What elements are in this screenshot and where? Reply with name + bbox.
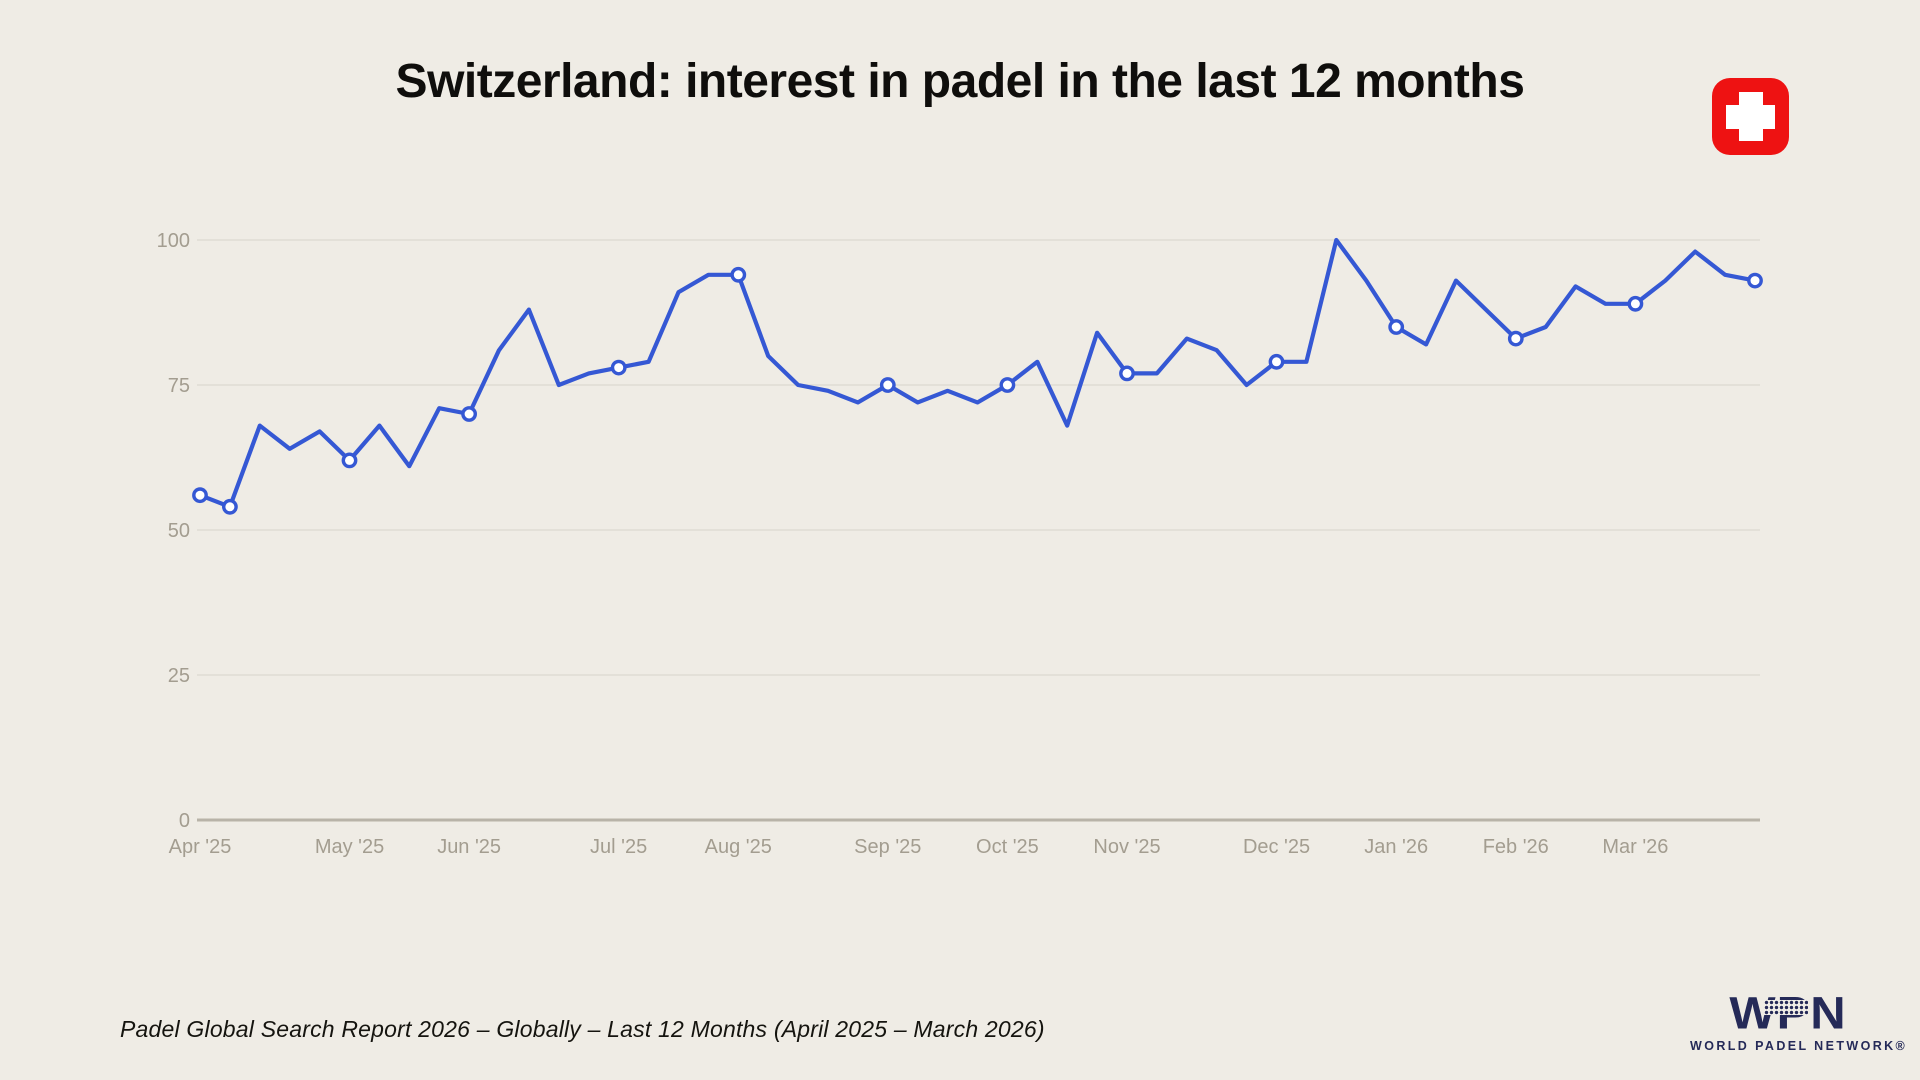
x-tick-label-may-25: May '25 [315, 836, 384, 858]
data-point-marker [1268, 353, 1285, 370]
data-point-marker [221, 498, 238, 515]
wpn-logo: WPN WORLD PADEL NETWORK® [1690, 991, 1908, 1054]
data-point-marker [341, 452, 358, 469]
switzerland-flag-icon [1712, 78, 1789, 155]
x-tick-label-jan-26: Jan '26 [1364, 836, 1428, 858]
data-point-marker [192, 487, 208, 504]
x-tick-label-apr-25: Apr '25 [169, 836, 232, 858]
source-note: Padel Global Search Report 2026 – Global… [120, 1016, 1045, 1042]
x-tick-label-sep-25: Sep '25 [854, 836, 921, 858]
trend-line [197, 237, 1758, 509]
x-tick-label-dec-25: Dec '25 [1243, 836, 1310, 858]
data-point-marker [1119, 365, 1135, 382]
y-tick-label-50: 50 [168, 520, 190, 542]
wpn-logo-dot-pattern [1764, 1000, 1808, 1015]
wpn-logo-subtitle: WORLD PADEL NETWORK® [1690, 1039, 1908, 1054]
x-tick-label-aug-25: Aug '25 [705, 836, 772, 858]
data-point-marker [1747, 272, 1763, 289]
y-tick-label-0: 0 [179, 810, 190, 832]
y-tick-label-75: 75 [168, 375, 190, 397]
data-point-marker [1507, 330, 1524, 347]
x-tick-label-mar-26: Mar '26 [1602, 836, 1668, 858]
page-title: Switzerland: interest in padel in the la… [395, 55, 1525, 108]
x-tick-label-jun-25: Jun '25 [437, 836, 501, 858]
y-tick-label-25: 25 [168, 665, 190, 687]
x-tick-label-nov-25: Nov '25 [1093, 836, 1160, 858]
data-point-marker [1627, 295, 1644, 312]
x-tick-label-oct-25: Oct '25 [976, 836, 1039, 858]
data-point-marker [879, 377, 896, 393]
x-tick-label-jul-25: Jul '25 [590, 836, 647, 858]
data-point-marker [999, 377, 1016, 393]
swiss-cross-horizontal-bar [1726, 104, 1775, 129]
data-point-marker [610, 359, 627, 376]
x-tick-label-feb-26: Feb '26 [1483, 836, 1549, 858]
y-tick-label-100: 100 [157, 230, 190, 252]
data-point-marker [730, 266, 747, 283]
data-point-marker [1388, 319, 1405, 335]
data-point-marker [461, 406, 477, 422]
